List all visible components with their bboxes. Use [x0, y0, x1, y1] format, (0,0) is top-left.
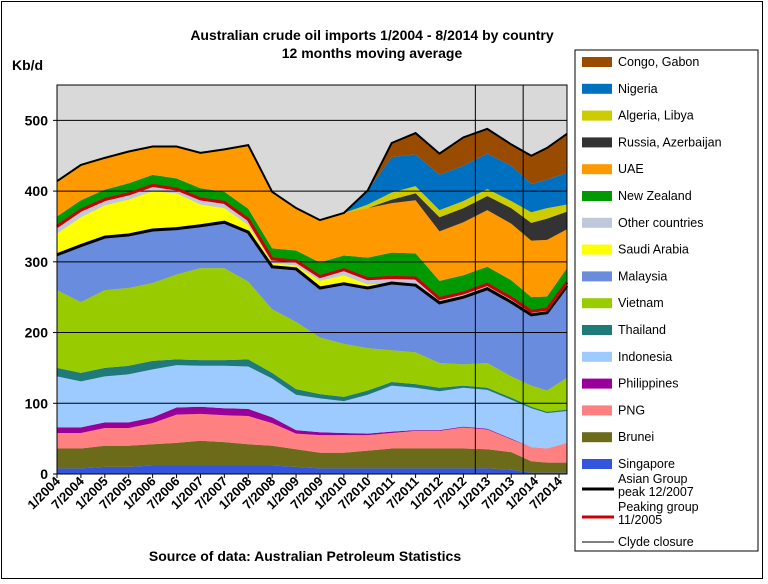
area-thailand [57, 359, 567, 414]
legend-label-other-countries: Other countries [618, 216, 703, 230]
legend-label-new-zealand: New Zealand [618, 189, 692, 203]
legend-swatch-malaysia [582, 271, 612, 282]
plot-area [56, 84, 569, 475]
area-uae [57, 145, 567, 298]
area-png [57, 413, 567, 463]
y-tick-label-200: 200 [25, 325, 49, 341]
y-tick-label-500: 500 [25, 112, 49, 128]
legend-label-png: PNG [618, 403, 645, 417]
chart-title: Australian crude oil imports 1/2004 - 8/… [190, 27, 554, 43]
area-indonesia [57, 365, 567, 449]
area-new-zealand [57, 174, 567, 312]
legend-label-thailand: Thailand [618, 323, 666, 337]
legend-swatch-saudi-arabia [582, 244, 612, 255]
legend-swatch-vietnam [582, 298, 612, 309]
plot-border [56, 84, 568, 475]
y-tick-label-100: 100 [25, 395, 49, 411]
y-tick-label-0: 0 [40, 466, 48, 482]
legend-label-clyde-closure: Clyde closure [618, 535, 694, 549]
line-asian-group-peak-12-2007 [56, 220, 569, 317]
legend-label-congo-gabon: Congo, Gabon [618, 55, 699, 69]
legend-label-indonesia: Indonesia [618, 350, 672, 364]
legend-swatch-algeria-libya [582, 110, 612, 121]
y-tick-label-400: 400 [25, 183, 49, 199]
legend-swatch-singapore [582, 459, 612, 469]
legend-label-malaysia: Malaysia [618, 269, 667, 283]
legend-swatch-indonesia [582, 351, 612, 362]
area-vietnam [57, 268, 567, 412]
legend-label-brunei: Brunei [618, 430, 654, 444]
line-peaking-group-11-2005 [56, 183, 569, 313]
area-malaysia [57, 222, 567, 391]
legend-label-peaking-group-11-2005: Peaking group 11/2005 [618, 500, 699, 527]
chart-subtitle: 12 months moving average [282, 45, 463, 61]
legend-label-singapore: Singapore [618, 457, 675, 471]
area-nigeria [57, 145, 567, 221]
legend-swatch-other-countries [582, 217, 612, 228]
legend-label-asian-group-peak-12-2007: Asian Group peak 12/2007 [618, 472, 694, 499]
area-saudi-arabia [57, 191, 567, 315]
legend-swatch-philippines [582, 378, 612, 389]
legend: Congo, Gabon Nigeria Algeria, Libya Russia,… [582, 55, 722, 549]
source-note: Source of data: Australian Petroleum Sta… [149, 548, 461, 564]
legend-label-russia-azerbaijan: Russia, Azerbaijan [618, 135, 722, 149]
legend-label-philippines: Philippines [618, 377, 678, 391]
x-axis: 1/20047/20041/20057/20051/20067/20061/20… [24, 473, 565, 512]
stack-total-outline [56, 127, 568, 222]
legend-swatch-new-zealand [582, 191, 612, 201]
legend-swatch-thailand [582, 325, 612, 335]
area-brunei [57, 440, 567, 473]
area-singapore [57, 465, 567, 474]
legend-swatch-congo-gabon [582, 57, 612, 67]
legend-swatch-russia-azerbaijan [582, 137, 612, 148]
legend-swatch-uae [582, 164, 612, 175]
legend-swatch-png [582, 405, 612, 416]
y-tick-label-300: 300 [25, 254, 49, 270]
legend-label-saudi-arabia: Saudi Arabia [618, 243, 689, 257]
legend-label-vietnam: Vietnam [618, 296, 664, 310]
legend-label-algeria-libya: Algeria, Libya [618, 109, 694, 123]
legend-label-nigeria: Nigeria [618, 82, 658, 96]
legend-label-uae: UAE [618, 162, 644, 176]
y-axis: 0 100 200 300 400 500 [25, 112, 57, 482]
y-axis-label: Kb/d [12, 57, 43, 73]
legend-swatch-brunei [582, 432, 612, 443]
legend-swatch-nigeria [582, 83, 612, 94]
